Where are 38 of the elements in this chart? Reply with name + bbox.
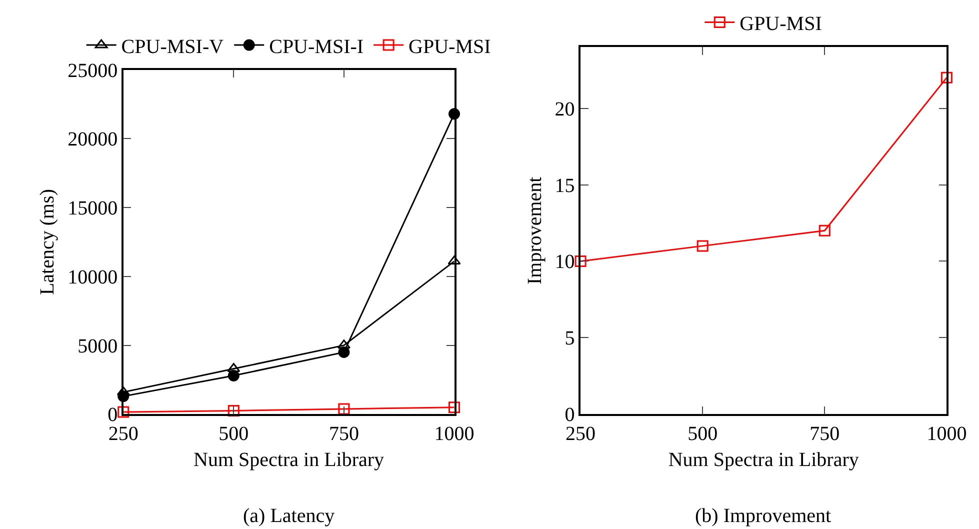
y-tick-label: 20 — [554, 98, 575, 120]
text: (b) Improvement — [695, 505, 832, 527]
point — [448, 402, 460, 414]
x-tick-label: 1000 — [926, 422, 967, 445]
point — [338, 403, 350, 415]
legend-label: GPU-MSI — [740, 13, 822, 36]
point — [448, 256, 461, 265]
point — [338, 346, 350, 358]
x-tick-label: 500 — [688, 422, 718, 445]
y-tick-label: 5 — [564, 328, 575, 350]
y-axis-title: Latency (ms) — [36, 188, 59, 296]
x-axis-title: Num Spectra in Library — [668, 448, 859, 471]
y-tick-label: 25000 — [68, 60, 118, 82]
point — [696, 240, 708, 252]
y-axis-title: Improvement — [524, 176, 546, 285]
legend-label: CPU-MSI-I — [269, 36, 364, 58]
point — [940, 72, 952, 84]
point — [818, 224, 830, 236]
point — [228, 370, 240, 382]
x-tick-label: 750 — [328, 422, 359, 445]
legend-label: CPU-MSI-V — [121, 36, 224, 58]
x-axis-title: Num Spectra in Library — [194, 448, 384, 471]
text: (a) Latency — [243, 505, 335, 527]
x-tick-label: 500 — [218, 422, 249, 445]
y-tick-label: 10 — [554, 251, 575, 274]
x-tick-label: 750 — [810, 422, 840, 445]
y-tick-label: 15 — [554, 174, 575, 197]
point — [574, 255, 586, 267]
point — [228, 405, 240, 417]
y-tick-label: 15000 — [68, 198, 118, 220]
y-tick-label: 10000 — [68, 266, 118, 288]
point — [118, 406, 130, 418]
point — [116, 386, 130, 396]
point — [337, 340, 350, 349]
y-tick-label: 5000 — [78, 335, 118, 358]
y-tick-label: 20000 — [68, 128, 118, 151]
x-tick-label: 1000 — [434, 422, 474, 445]
legend-label: GPU-MSI — [408, 36, 491, 58]
